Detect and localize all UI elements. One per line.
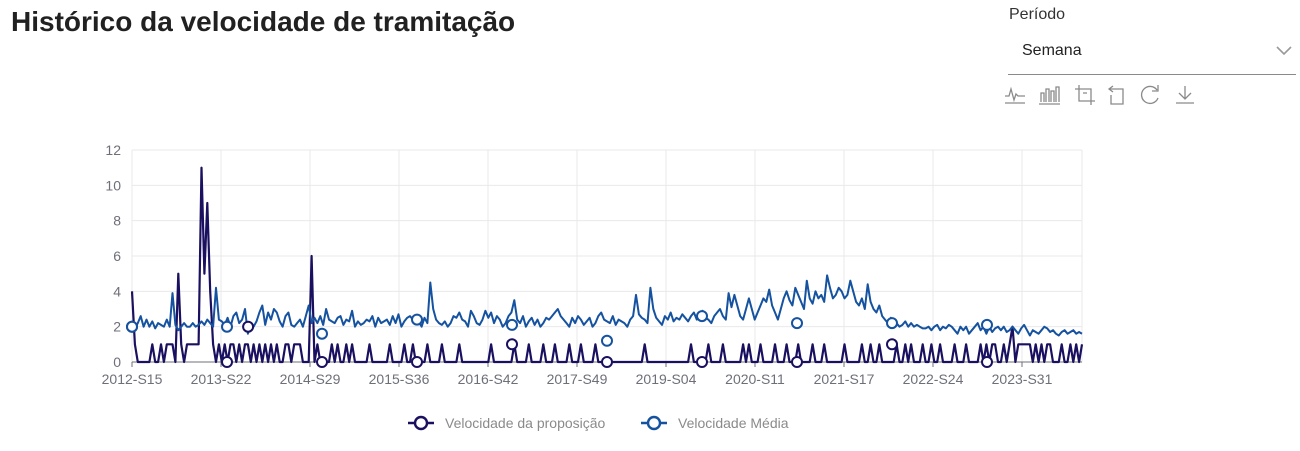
restore-icon[interactable] xyxy=(1138,83,1162,107)
marker-velocidade-media[interactable] xyxy=(126,320,138,333)
marker-velocidade-media[interactable] xyxy=(316,327,328,340)
zoom-icon[interactable] xyxy=(1073,83,1097,107)
marker-velocidade-media[interactable] xyxy=(411,313,423,326)
marker-velocidade-proposicao[interactable] xyxy=(981,356,993,368)
x-tick-label: 2014-S29 xyxy=(280,371,341,387)
y-tick-label: 2 xyxy=(113,319,121,335)
marker-velocidade-proposicao[interactable] xyxy=(506,338,518,351)
marker-velocidade-media[interactable] xyxy=(791,317,803,330)
marker-velocidade-media[interactable] xyxy=(696,310,708,323)
x-tick-label: 2022-S24 xyxy=(903,371,964,387)
page-title: Histórico da velocidade de tramitação xyxy=(11,6,516,37)
x-tick-label: 2023-S31 xyxy=(992,371,1053,387)
x-tick-label: 2021-S17 xyxy=(814,371,875,387)
marker-velocidade-proposicao[interactable] xyxy=(696,356,708,368)
y-axis-ticks: 0 2 4 6 8 10 12 xyxy=(105,142,121,370)
y-tick-label: 10 xyxy=(105,177,121,193)
line-chart-icon[interactable] xyxy=(1003,83,1027,107)
marker-velocidade-proposicao[interactable] xyxy=(221,356,233,368)
chart-series xyxy=(130,166,1084,364)
legend-marker xyxy=(413,415,429,431)
marker-velocidade-media[interactable] xyxy=(506,318,518,331)
chart-markers xyxy=(126,310,993,368)
period-select-value: Semana xyxy=(1022,42,1082,59)
y-tick-label: 8 xyxy=(113,213,121,229)
x-tick-label: 2015-S36 xyxy=(369,371,430,387)
marker-velocidade-proposicao[interactable] xyxy=(791,356,803,368)
series-velocidade-media-line xyxy=(131,274,1083,337)
chevron-down-icon xyxy=(1276,46,1292,56)
x-tick-label: 2017-S49 xyxy=(547,371,608,387)
period-label: Período xyxy=(1009,6,1066,23)
legend-item-label[interactable]: Velocidade da proposição xyxy=(445,415,606,431)
marker-velocidade-proposicao[interactable] xyxy=(886,338,898,351)
y-tick-label: 0 xyxy=(113,354,121,370)
marker-velocidade-media[interactable] xyxy=(221,320,233,333)
x-tick-label: 2012-S15 xyxy=(102,371,163,387)
marker-velocidade-media[interactable] xyxy=(981,318,993,331)
marker-velocidade-proposicao[interactable] xyxy=(242,320,255,333)
period-select[interactable]: Semana xyxy=(1008,34,1296,75)
y-tick-label: 12 xyxy=(105,142,121,158)
marker-velocidade-media[interactable] xyxy=(601,334,613,347)
series-velocidade-proposicao-line xyxy=(130,166,1084,364)
download-icon[interactable] xyxy=(1173,83,1197,107)
zoom-reset-icon[interactable] xyxy=(1105,83,1129,107)
x-tick-label: 2019-S04 xyxy=(636,371,697,387)
x-tick-label: 2016-S42 xyxy=(458,371,519,387)
y-tick-label: 4 xyxy=(113,283,121,299)
marker-velocidade-media[interactable] xyxy=(886,317,898,330)
x-axis-ticks: 2012-S15 2013-S22 2014-S29 2015-S36 2016-S42… xyxy=(102,361,1082,387)
bar-chart-icon[interactable] xyxy=(1037,83,1061,107)
chart-legend[interactable]: Velocidade da proposição Velocidade Média xyxy=(408,415,789,431)
marker-velocidade-proposicao[interactable] xyxy=(316,356,328,368)
x-tick-label: 2020-S11 xyxy=(725,371,785,387)
legend-item-label[interactable]: Velocidade Média xyxy=(678,415,789,431)
marker-velocidade-proposicao[interactable] xyxy=(601,356,613,368)
y-tick-label: 6 xyxy=(113,248,121,264)
legend-marker xyxy=(646,415,662,431)
x-tick-label: 2013-S22 xyxy=(191,371,252,387)
marker-velocidade-proposicao[interactable] xyxy=(411,356,423,368)
